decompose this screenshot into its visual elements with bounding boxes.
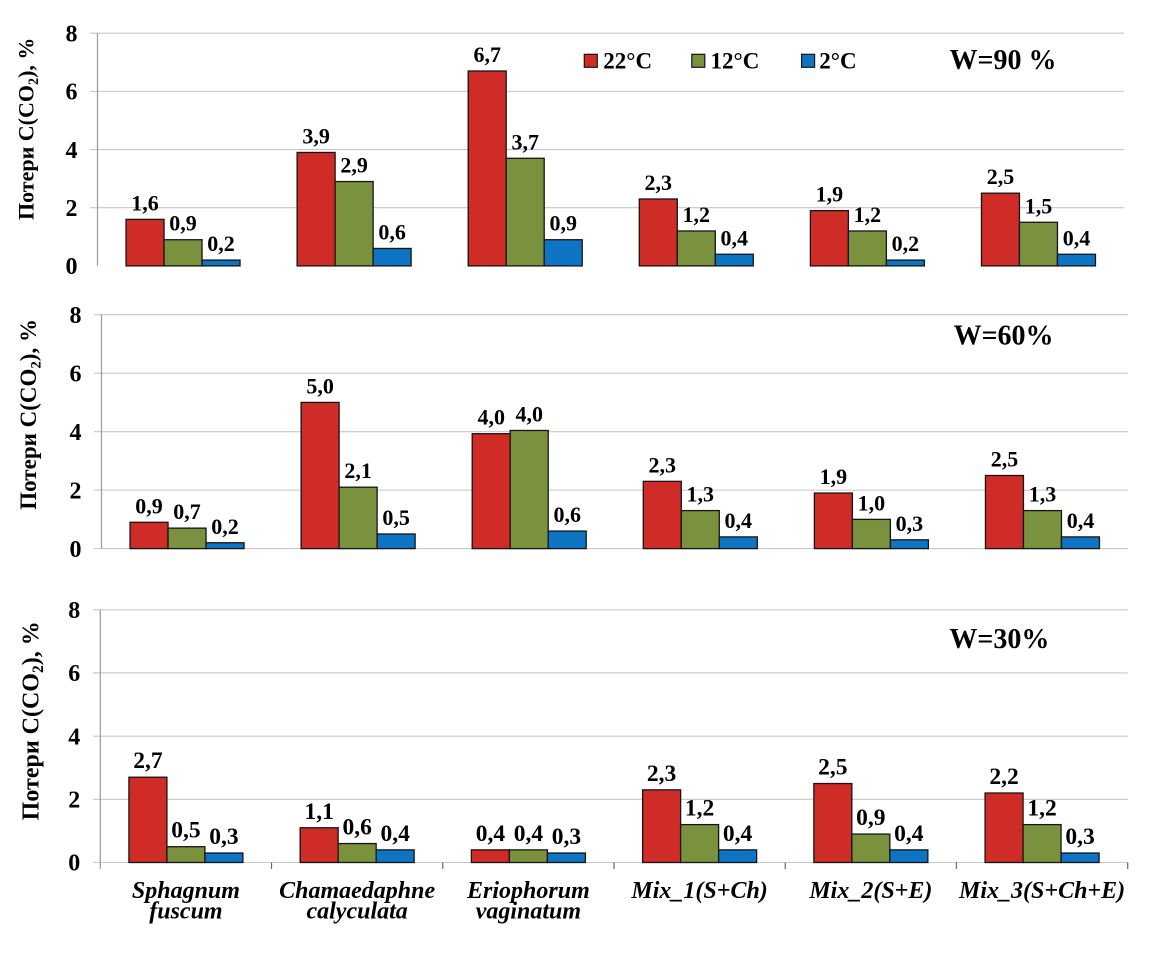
svg-text:2,1: 2,1 — [344, 458, 372, 483]
svg-text:2,3: 2,3 — [645, 170, 673, 195]
svg-text:0,9: 0,9 — [856, 805, 885, 831]
svg-text:2,2: 2,2 — [989, 764, 1018, 790]
svg-text:0,3: 0,3 — [1065, 824, 1094, 850]
svg-text:calyculata: calyculata — [306, 898, 407, 924]
svg-text:6: 6 — [66, 80, 78, 106]
svg-text:0,3: 0,3 — [209, 824, 238, 850]
svg-text:0,6: 0,6 — [378, 219, 406, 244]
svg-text:0,4: 0,4 — [380, 821, 410, 847]
svg-text:2,3: 2,3 — [647, 761, 676, 787]
svg-text:2,5: 2,5 — [818, 755, 847, 781]
svg-text:1,3: 1,3 — [687, 482, 715, 507]
svg-text:0,3: 0,3 — [896, 511, 924, 536]
svg-text:0,6: 0,6 — [553, 502, 581, 527]
svg-text:W=90 %: W=90 % — [950, 45, 1057, 76]
svg-text:8: 8 — [70, 303, 82, 329]
svg-text:2,9: 2,9 — [340, 153, 368, 178]
svg-text:0,7: 0,7 — [173, 499, 201, 524]
svg-text:4: 4 — [68, 724, 80, 750]
svg-text:0,5: 0,5 — [382, 505, 410, 530]
svg-text:Потери С(СО2), %: Потери С(СО2), % — [18, 621, 47, 820]
svg-text:0,4: 0,4 — [1063, 225, 1091, 250]
svg-text:1,2: 1,2 — [1027, 796, 1056, 822]
svg-text:0,3: 0,3 — [552, 824, 581, 850]
svg-text:1,2: 1,2 — [854, 202, 882, 227]
svg-text:W=60%: W=60% — [954, 321, 1054, 352]
svg-text:2,7: 2,7 — [133, 748, 163, 774]
svg-text:vaginatum: vaginatum — [476, 898, 581, 924]
svg-text:0,4: 0,4 — [721, 225, 749, 250]
svg-text:Sphagnum: Sphagnum — [132, 878, 240, 904]
svg-text:8: 8 — [66, 21, 78, 47]
svg-text:2,5: 2,5 — [987, 164, 1015, 189]
svg-text:4,0: 4,0 — [477, 405, 505, 430]
svg-text:0,9: 0,9 — [135, 493, 163, 518]
svg-text:1,5: 1,5 — [1025, 193, 1053, 218]
svg-text:2°C: 2°C — [819, 48, 856, 73]
svg-text:0,5: 0,5 — [171, 818, 200, 844]
svg-text:1,6: 1,6 — [131, 190, 159, 215]
svg-text:6,7: 6,7 — [473, 42, 501, 67]
svg-text:2,5: 2,5 — [991, 447, 1019, 472]
svg-text:5,0: 5,0 — [306, 373, 334, 398]
svg-text:Eriophorum: Eriophorum — [466, 878, 590, 904]
svg-text:12°C: 12°C — [711, 48, 760, 73]
svg-text:1,2: 1,2 — [683, 202, 711, 227]
svg-text:0,4: 0,4 — [514, 821, 544, 847]
svg-text:22°C: 22°C — [603, 48, 652, 73]
svg-text:Потери С(СО2), %: Потери С(СО2), % — [14, 38, 43, 220]
svg-text:1,3: 1,3 — [1029, 482, 1057, 507]
svg-text:4: 4 — [66, 138, 78, 164]
svg-text:0: 0 — [70, 537, 82, 563]
svg-text:1,9: 1,9 — [816, 182, 844, 207]
svg-text:1,0: 1,0 — [858, 490, 886, 515]
svg-text:0: 0 — [66, 254, 78, 280]
svg-text:2: 2 — [68, 788, 80, 814]
svg-text:6: 6 — [68, 661, 80, 687]
svg-text:4,0: 4,0 — [515, 401, 543, 426]
svg-text:3,7: 3,7 — [511, 129, 539, 154]
svg-text:4: 4 — [70, 420, 82, 446]
svg-text:0,2: 0,2 — [892, 231, 920, 256]
svg-text:0,4: 0,4 — [894, 821, 924, 847]
svg-text:0,4: 0,4 — [725, 508, 753, 533]
svg-text:Потери С(СО2), %: Потери С(СО2), % — [16, 319, 45, 510]
svg-text:0,9: 0,9 — [169, 211, 197, 236]
svg-text:1,2: 1,2 — [685, 796, 714, 822]
svg-text:2,3: 2,3 — [649, 452, 677, 477]
svg-text:0,9: 0,9 — [549, 211, 577, 236]
svg-text:0,4: 0,4 — [723, 821, 753, 847]
svg-text:Mix_2(S+E): Mix_2(S+E) — [808, 878, 932, 904]
svg-text:Chamaedaphne: Chamaedaphne — [279, 878, 435, 904]
svg-text:W=30%: W=30% — [949, 624, 1049, 655]
svg-text:fuscum: fuscum — [149, 898, 222, 924]
svg-text:0,4: 0,4 — [476, 821, 506, 847]
svg-text:0,6: 0,6 — [342, 815, 372, 841]
svg-text:0: 0 — [68, 851, 80, 877]
svg-text:2: 2 — [66, 196, 78, 222]
svg-text:Mix_1(S+Ch): Mix_1(S+Ch) — [630, 878, 767, 904]
svg-text:0,4: 0,4 — [1067, 508, 1095, 533]
svg-text:8: 8 — [68, 598, 80, 624]
svg-text:Mix_3(S+Ch+E): Mix_3(S+Ch+E) — [958, 878, 1125, 904]
svg-text:2: 2 — [70, 478, 82, 504]
svg-text:1,1: 1,1 — [304, 799, 333, 825]
svg-text:0,2: 0,2 — [207, 231, 235, 256]
svg-text:0,2: 0,2 — [211, 514, 239, 539]
svg-text:1,9: 1,9 — [820, 464, 848, 489]
svg-text:3,9: 3,9 — [302, 123, 330, 148]
svg-text:6: 6 — [70, 361, 82, 387]
